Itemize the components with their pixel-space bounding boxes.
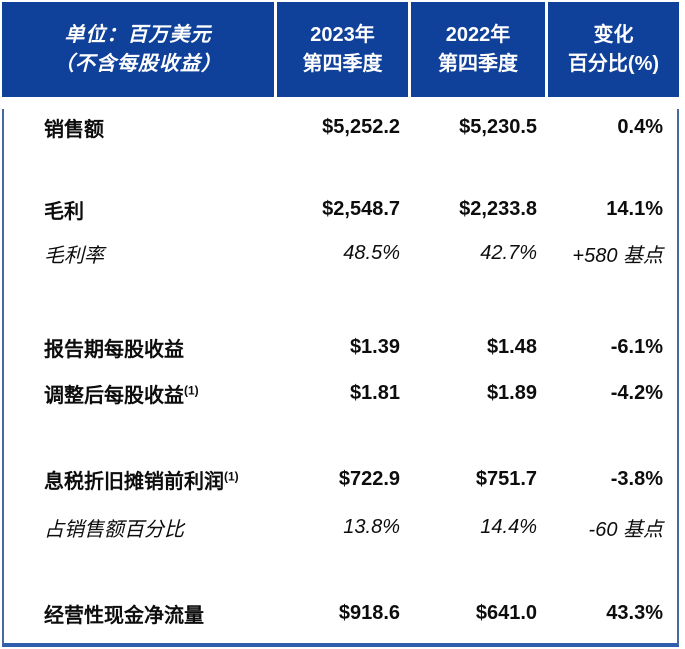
value-q4-2022: $1.48 xyxy=(486,335,537,358)
value-change: -4.2% xyxy=(610,381,663,404)
value-q4-2022: $1.89 xyxy=(486,381,537,404)
row-label: 毛利率 xyxy=(4,239,274,268)
value-change: -60 基点 xyxy=(588,518,663,541)
row-label-text: 息税折旧摊销前利润 xyxy=(44,470,224,493)
table-row-operating-cash-flow: 经营性现金净流量 $918.6 $641.0 43.3% xyxy=(4,595,677,631)
footnote-marker: (1) xyxy=(224,468,239,483)
q4-2022-line1: 2022年 xyxy=(445,23,511,46)
value-change: +580 基点 xyxy=(572,244,663,267)
q4-2023-line2: 第四季度 xyxy=(302,52,383,75)
table-header: 单位：百万美元 （不含每股收益） 2023年 第四季度 2022年 第四季度 变… xyxy=(2,2,679,97)
value-q4-2023: $5,252.2 xyxy=(322,115,400,138)
q4-2022-line2: 第四季度 xyxy=(438,52,518,75)
value-q4-2022: $751.7 xyxy=(475,467,537,490)
row-label-text: 经营性现金净流量 xyxy=(44,604,204,627)
table-row-ebitda: 息税折旧摊销前利润(1) $722.9 $751.7 -3.8% xyxy=(4,461,677,497)
footnote-marker: (1) xyxy=(184,382,199,397)
table-row-percent-of-sales: 占销售额百分比 13.8% 14.4% -60 基点 xyxy=(4,509,677,545)
row-label-text: 占销售额百分比 xyxy=(44,518,184,541)
row-label: 销售额 xyxy=(4,113,274,142)
row-label-text: 调整后每股收益 xyxy=(44,384,184,407)
value-q4-2022: $5,230.5 xyxy=(459,115,537,138)
table-row-sales: 销售额 $5,252.2 $5,230.5 0.4% xyxy=(4,109,677,145)
value-q4-2022: 14.4% xyxy=(480,515,537,538)
table-body: 销售额 $5,252.2 $5,230.5 0.4% 毛利 $2,548.7 $… xyxy=(2,109,679,647)
unit-label-line2: （不含每股收益） xyxy=(54,52,222,75)
row-label-text: 报告期每股收益 xyxy=(44,338,184,361)
value-q4-2023: $1.39 xyxy=(349,335,400,358)
value-q4-2023: 48.5% xyxy=(343,241,400,264)
value-change: 14.1% xyxy=(606,197,663,220)
change-line1: 变化 xyxy=(593,23,634,46)
value-q4-2022: $2,233.8 xyxy=(459,197,537,220)
row-label-text: 销售额 xyxy=(44,118,104,141)
header-unit-cell: 单位：百万美元 （不含每股收益） xyxy=(2,2,274,97)
row-label-text: 毛利率 xyxy=(44,244,104,267)
value-q4-2022: $641.0 xyxy=(475,601,537,624)
value-q4-2023: 13.8% xyxy=(343,515,400,538)
row-label: 经营性现金净流量 xyxy=(4,599,274,628)
header-q4-2023-cell: 2023年 第四季度 xyxy=(274,2,408,97)
value-q4-2023: $1.81 xyxy=(349,381,400,404)
table-row-gross-margin: 毛利率 48.5% 42.7% +580 基点 xyxy=(4,235,677,271)
row-label: 报告期每股收益 xyxy=(4,333,274,362)
table-row-reported-eps: 报告期每股收益 $1.39 $1.48 -6.1% xyxy=(4,329,677,365)
row-label: 毛利 xyxy=(4,195,274,224)
header-change-cell: 变化 百分比(%) xyxy=(545,2,679,97)
row-label: 息税折旧摊销前利润(1) xyxy=(4,465,274,494)
row-label-text: 毛利 xyxy=(44,200,84,223)
value-q4-2023: $722.9 xyxy=(338,467,400,490)
q4-2023-line1: 2023年 xyxy=(310,23,375,46)
value-change: -3.8% xyxy=(610,467,663,490)
row-label: 调整后每股收益(1) xyxy=(4,379,274,408)
header-q4-2022-cell: 2022年 第四季度 xyxy=(408,2,545,97)
value-q4-2023: $918.6 xyxy=(338,601,400,624)
value-change: 0.4% xyxy=(617,115,663,138)
value-change: -6.1% xyxy=(610,335,663,358)
unit-label-line1: 单位：百万美元 xyxy=(64,23,212,46)
value-q4-2022: 42.7% xyxy=(480,241,537,264)
value-change: 43.3% xyxy=(606,601,663,624)
value-q4-2023: $2,548.7 xyxy=(322,197,400,220)
change-line2: 百分比(%) xyxy=(567,52,660,75)
table-row-adjusted-eps: 调整后每股收益(1) $1.81 $1.89 -4.2% xyxy=(4,375,677,411)
table-row-gross-profit: 毛利 $2,548.7 $2,233.8 14.1% xyxy=(4,191,677,227)
row-label: 占销售额百分比 xyxy=(4,513,274,542)
